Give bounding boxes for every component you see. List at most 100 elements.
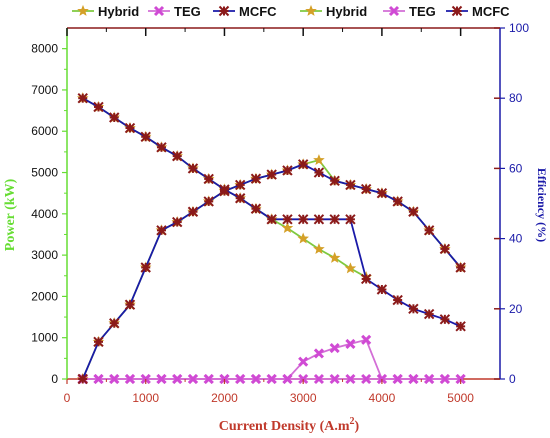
series-point bbox=[234, 179, 246, 191]
series-point bbox=[109, 318, 120, 329]
x-tick-label: 2000 bbox=[211, 391, 238, 405]
legend-swatch-marker bbox=[388, 5, 400, 17]
series-point bbox=[93, 373, 104, 385]
series-point bbox=[156, 142, 167, 153]
series-point bbox=[361, 334, 372, 345]
series-point bbox=[77, 92, 88, 104]
legend-swatch-marker bbox=[77, 4, 89, 16]
series-point bbox=[345, 214, 356, 225]
series-point bbox=[266, 214, 277, 225]
series-point bbox=[266, 373, 277, 385]
series-point bbox=[313, 154, 325, 166]
x-tick-label: 1000 bbox=[132, 391, 159, 405]
series-point bbox=[313, 348, 324, 359]
series-point bbox=[360, 183, 372, 195]
series-point bbox=[408, 303, 419, 315]
series-point bbox=[329, 214, 340, 225]
series-teg-right bbox=[77, 373, 466, 385]
y-right-tick-label: 0 bbox=[509, 372, 516, 386]
series-point bbox=[376, 284, 388, 295]
x-axis-title: Current Density (A.m2) bbox=[219, 416, 360, 434]
series-point bbox=[281, 221, 294, 233]
series-point bbox=[329, 175, 340, 186]
series-point bbox=[156, 373, 167, 385]
series-point bbox=[203, 173, 214, 185]
series-point bbox=[234, 193, 246, 204]
y-left-tick-label: 5000 bbox=[31, 166, 58, 180]
series-hybrid-left bbox=[76, 154, 467, 384]
series-point bbox=[329, 342, 340, 354]
series-line bbox=[81, 159, 462, 380]
legend-label: MCFC bbox=[239, 4, 277, 19]
series-point bbox=[282, 373, 293, 385]
series-point bbox=[282, 214, 293, 225]
series-point bbox=[392, 294, 403, 306]
legend-label: MCFC bbox=[472, 4, 510, 19]
series-point bbox=[298, 356, 309, 367]
y-left-tick-label: 0 bbox=[51, 372, 58, 386]
series-point bbox=[345, 338, 356, 349]
series-mcfc-left bbox=[77, 159, 466, 385]
series-point bbox=[203, 196, 214, 207]
axes: 0 1000 2000 3000 4000 50000100020003000400050… bbox=[31, 21, 529, 405]
series-point bbox=[172, 216, 183, 228]
series-point bbox=[345, 179, 356, 191]
y-right-tick-label: 100 bbox=[509, 21, 529, 35]
series-point bbox=[344, 262, 357, 274]
legend-swatch-marker bbox=[451, 5, 463, 17]
series-mcfc-right bbox=[77, 92, 466, 332]
series-point bbox=[297, 232, 309, 244]
y-axis-right-title: Efficiency (%) bbox=[535, 168, 549, 242]
legend-swatch-marker bbox=[153, 5, 165, 17]
y-axis-left-title: Power (kW) bbox=[3, 178, 18, 251]
series-point bbox=[187, 163, 199, 174]
series-point bbox=[376, 187, 388, 199]
series-line bbox=[81, 163, 462, 380]
y-left-tick-label: 4000 bbox=[31, 207, 58, 221]
legend-swatch-marker bbox=[218, 5, 230, 17]
series-point bbox=[392, 373, 403, 385]
series-point bbox=[250, 373, 262, 385]
series-point bbox=[329, 373, 340, 385]
series-point bbox=[408, 373, 419, 385]
series-point bbox=[408, 206, 419, 217]
plot-frame bbox=[66, 27, 501, 380]
series-line bbox=[82, 97, 461, 328]
series-point bbox=[109, 112, 120, 123]
series-point bbox=[455, 321, 466, 332]
y-right-tick-label: 60 bbox=[509, 161, 523, 175]
series-point bbox=[328, 251, 341, 263]
legend-label: TEG bbox=[409, 4, 436, 19]
series-line bbox=[82, 338, 461, 380]
x-tick-label: 4000 bbox=[369, 391, 396, 405]
series-point bbox=[423, 225, 435, 236]
series-point bbox=[77, 373, 88, 385]
legend-swatch-marker bbox=[305, 4, 317, 16]
series-point bbox=[282, 165, 293, 176]
series-point bbox=[219, 184, 230, 195]
series-point bbox=[172, 150, 183, 162]
series-point bbox=[250, 203, 262, 214]
series-point bbox=[313, 167, 325, 178]
legend: Hybrid TEG MCFC Hybrid TEG MCFC bbox=[72, 4, 510, 19]
series-point bbox=[424, 373, 435, 385]
y-left-tick-label: 8000 bbox=[31, 42, 58, 56]
legend-label: TEG bbox=[174, 4, 201, 19]
series-point bbox=[187, 373, 199, 385]
series-point bbox=[140, 262, 151, 273]
series-point bbox=[313, 243, 325, 255]
y-left-tick-label: 2000 bbox=[31, 289, 58, 303]
series-point bbox=[455, 262, 466, 273]
series-point bbox=[439, 314, 451, 325]
series-layer bbox=[76, 92, 467, 385]
series-point bbox=[313, 373, 324, 385]
series-point bbox=[140, 131, 151, 143]
series-point bbox=[423, 308, 435, 320]
series-point bbox=[439, 373, 450, 385]
series-point bbox=[345, 373, 356, 385]
series-point bbox=[187, 206, 199, 217]
series-point bbox=[360, 273, 372, 285]
y-right-tick-label: 40 bbox=[509, 232, 523, 246]
series-point bbox=[124, 122, 136, 134]
y-left-tick-label: 6000 bbox=[31, 124, 58, 138]
